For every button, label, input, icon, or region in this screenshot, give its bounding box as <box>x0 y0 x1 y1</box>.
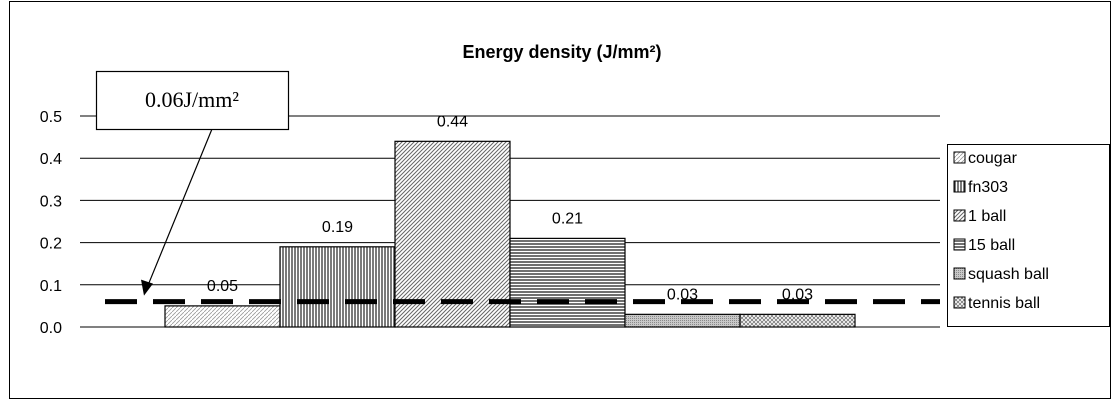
y-axis-ticks: 0.0 0.1 0.2 0.3 0.4 0.5 <box>40 109 62 337</box>
bar-1-ball <box>394 140 511 328</box>
legend-swatch <box>953 180 966 193</box>
legend-swatch <box>953 209 966 222</box>
legend-label: cougar <box>968 150 1018 167</box>
y-tick-label: 0.5 <box>40 109 62 126</box>
bar-15-ball <box>509 237 626 328</box>
legend: cougar fn303 1 ball 15 ball squash ball tenni… <box>947 144 1110 327</box>
callout-arrow <box>146 128 213 288</box>
bar-tennis-ball <box>739 313 856 328</box>
data-label: 0.03 <box>667 286 698 303</box>
callout-arrowhead <box>141 279 153 296</box>
y-tick-label: 0.3 <box>40 193 62 210</box>
data-label: 0.05 <box>207 278 238 295</box>
callout-text: 0.06J/mm² <box>145 87 239 112</box>
y-tick-label: 0.1 <box>40 278 62 295</box>
legend-swatch <box>953 296 966 309</box>
chart-title: Energy density (J/mm²) <box>462 42 661 62</box>
legend-box <box>947 144 1110 327</box>
legend-items: cougar fn303 1 ball 15 ball squash ball tenni… <box>953 150 1049 312</box>
data-label: 0.44 <box>437 113 468 130</box>
y-tick-label: 0.0 <box>40 320 62 337</box>
legend-label: 1 ball <box>968 208 1006 225</box>
y-tick-label: 0.4 <box>40 151 62 168</box>
data-label: 0.21 <box>552 210 583 227</box>
legend-label: 15 ball <box>968 237 1015 254</box>
reference-callout: 0.06J/mm² <box>95 70 290 296</box>
legend-swatch <box>953 238 966 251</box>
y-tick-label: 0.2 <box>40 236 62 253</box>
bar-squash-ball <box>624 313 741 328</box>
bar-cougar <box>164 305 281 328</box>
legend-label: tennis ball <box>968 295 1040 312</box>
legend-label: squash ball <box>968 266 1049 283</box>
callout-box <box>95 70 290 131</box>
data-label: 0.19 <box>322 219 353 236</box>
data-labels: 0.05 0.19 0.44 0.21 0.03 0.03 <box>207 113 813 303</box>
bar-fn303 <box>279 246 396 328</box>
bars <box>164 140 856 328</box>
legend-swatch <box>953 151 966 164</box>
data-label: 0.03 <box>782 286 813 303</box>
legend-swatch <box>953 267 966 280</box>
legend-label: fn303 <box>968 179 1008 196</box>
